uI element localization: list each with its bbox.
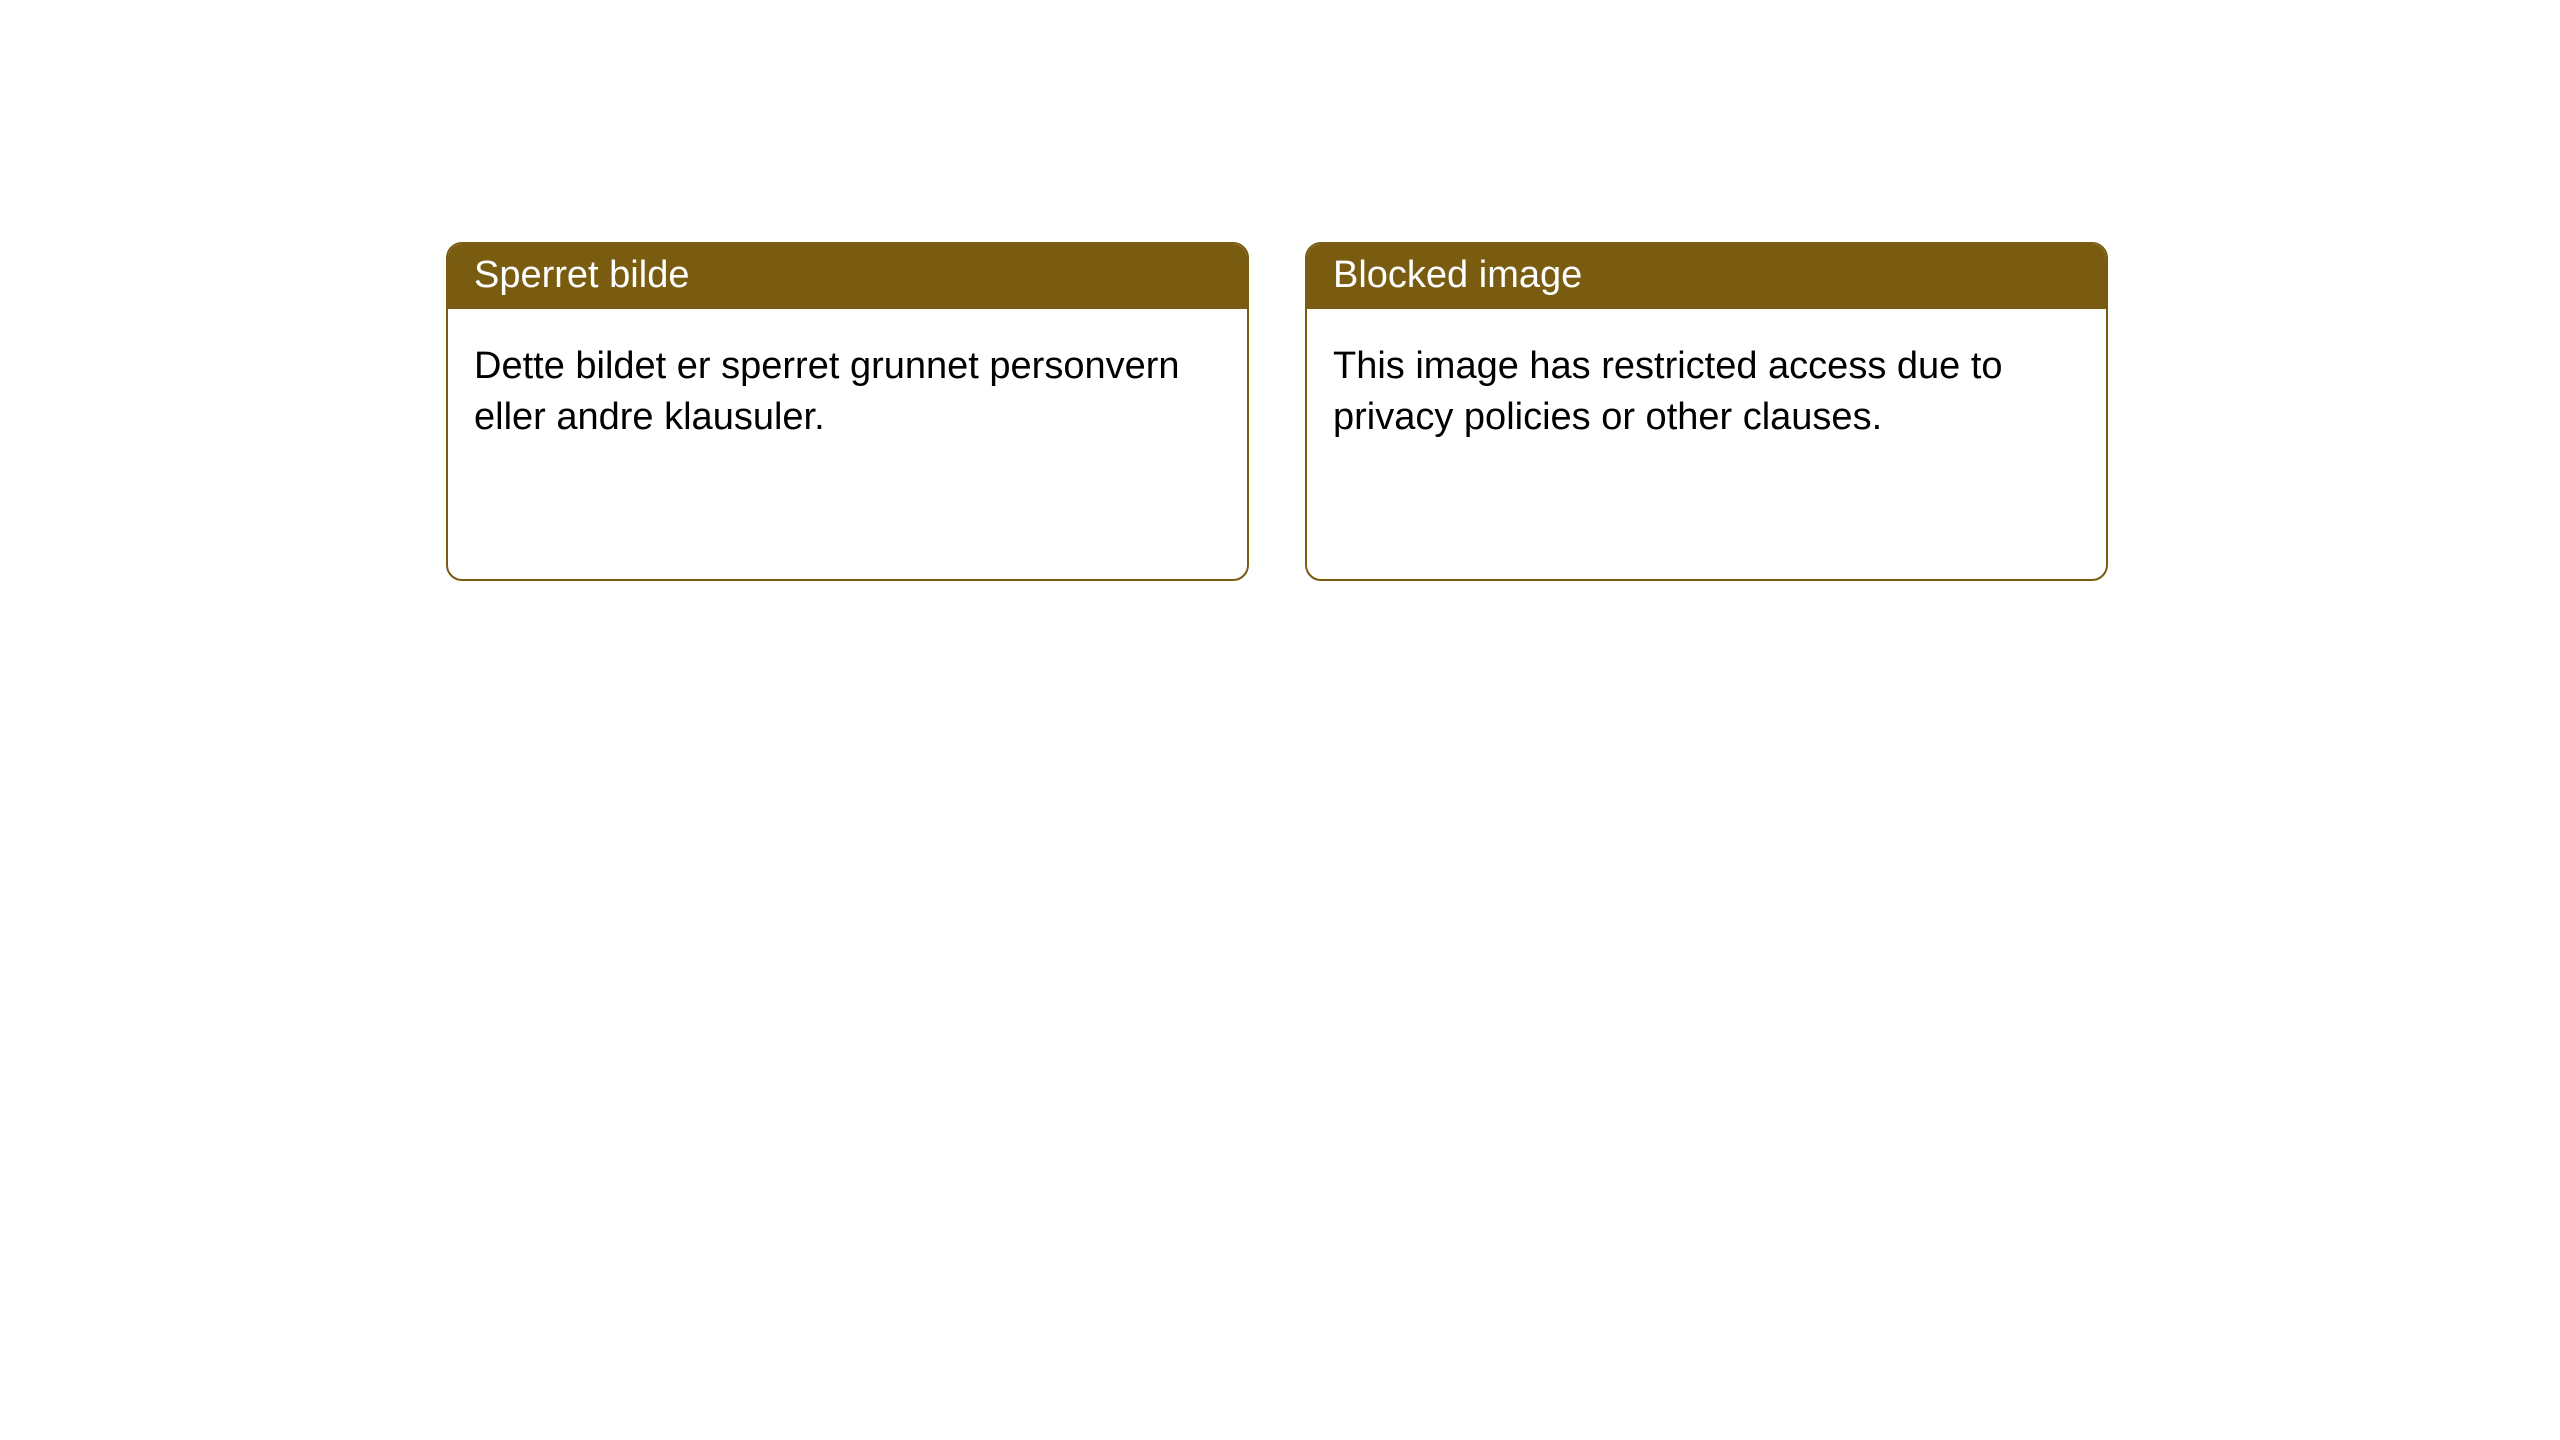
- notice-body-english: This image has restricted access due to …: [1307, 309, 2106, 579]
- notice-body-norwegian: Dette bildet er sperret grunnet personve…: [448, 309, 1247, 579]
- notice-card-english: Blocked image This image has restricted …: [1305, 242, 2108, 581]
- notice-card-norwegian: Sperret bilde Dette bildet er sperret gr…: [446, 242, 1249, 581]
- notice-title-norwegian: Sperret bilde: [448, 244, 1247, 309]
- notice-title-english: Blocked image: [1307, 244, 2106, 309]
- notice-container: Sperret bilde Dette bildet er sperret gr…: [446, 242, 2108, 581]
